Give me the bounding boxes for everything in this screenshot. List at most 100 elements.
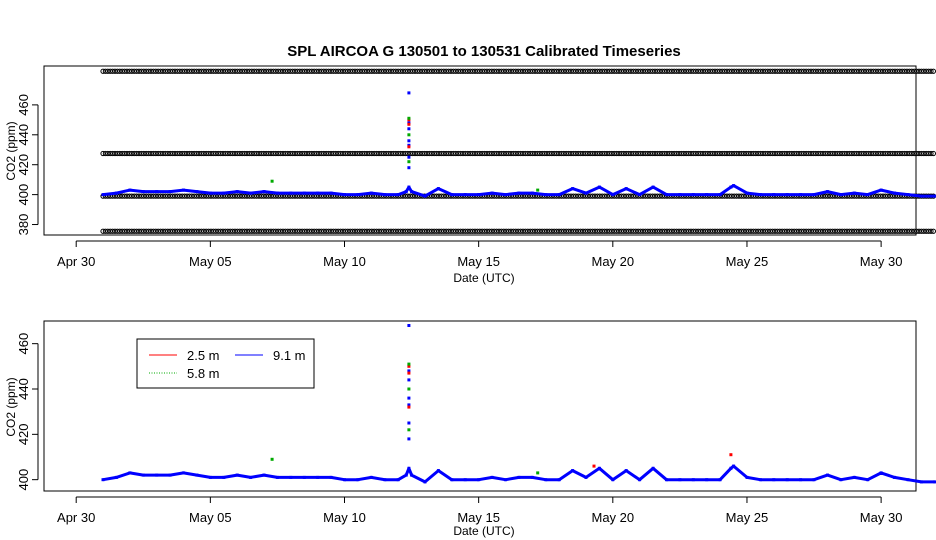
- reference-point: [837, 228, 843, 234]
- reference-point: [568, 68, 574, 74]
- bottom-data-point: [772, 478, 776, 482]
- reference-point: [654, 228, 661, 234]
- reference-point: [491, 68, 497, 74]
- reference-point: [525, 228, 531, 234]
- reference-point: [460, 68, 466, 74]
- reference-point: [383, 228, 389, 234]
- reference-point: [479, 68, 485, 74]
- reference-point: [422, 228, 428, 234]
- bottom-data-point: [369, 475, 373, 479]
- reference-point: [342, 68, 348, 74]
- reference-point: [590, 68, 596, 74]
- reference-point: [789, 228, 795, 234]
- reference-point: [393, 68, 399, 74]
- reference-point: [846, 150, 853, 157]
- reference-point: [153, 68, 159, 74]
- reference-point: [114, 228, 121, 234]
- reference-point: [172, 193, 178, 199]
- reference-point: [810, 150, 817, 157]
- reference-point: [606, 150, 613, 157]
- reference-point: [153, 228, 159, 234]
- reference-point: [774, 228, 781, 234]
- reference-point: [438, 68, 444, 74]
- reference-point: [544, 150, 550, 157]
- reference-point: [100, 150, 106, 157]
- bottom-plot-content: [101, 324, 936, 484]
- reference-point: [878, 150, 884, 157]
- reference-point: [628, 193, 634, 199]
- reference-point: [340, 228, 346, 234]
- reference-point: [282, 228, 288, 234]
- bottom-data-point: [410, 473, 414, 477]
- reference-point: [748, 150, 754, 157]
- reference-point: [690, 68, 697, 74]
- reference-point: [225, 150, 231, 157]
- reference-point: [782, 228, 788, 234]
- top-x-tick-label: May 10: [323, 254, 366, 269]
- reference-point: [494, 228, 500, 234]
- reference-point: [198, 68, 204, 74]
- reference-point: [825, 68, 831, 74]
- reference-point: [321, 150, 327, 157]
- reference-point: [786, 228, 793, 234]
- reference-point: [592, 68, 598, 74]
- bottom-data-point: [732, 464, 736, 468]
- top-reference-level-0: [100, 228, 936, 234]
- reference-point: [191, 193, 197, 199]
- reference-point: [443, 193, 449, 199]
- reference-point: [489, 228, 495, 234]
- reference-point: [354, 228, 360, 234]
- reference-point: [904, 150, 910, 157]
- reference-point: [738, 193, 745, 199]
- reference-point: [503, 68, 509, 74]
- reference-point: [326, 150, 332, 157]
- reference-point: [578, 193, 584, 199]
- bottom-data-point: [275, 475, 279, 479]
- reference-point: [647, 68, 653, 74]
- reference-point: [438, 228, 444, 234]
- reference-point: [508, 228, 514, 234]
- reference-point: [702, 150, 709, 157]
- reference-point: [926, 150, 932, 157]
- reference-point: [323, 228, 329, 234]
- reference-point: [172, 150, 178, 157]
- reference-point: [462, 228, 468, 234]
- reference-point: [150, 228, 156, 234]
- reference-point: [256, 150, 262, 157]
- reference-point: [426, 150, 432, 157]
- reference-point: [227, 228, 233, 234]
- reference-point: [690, 228, 697, 234]
- reference-point: [230, 68, 236, 74]
- legend-box: [136, 338, 315, 389]
- reference-point: [815, 68, 821, 74]
- reference-point: [659, 150, 665, 157]
- reference-point: [489, 68, 495, 74]
- bottom-data-point: [423, 480, 427, 484]
- reference-point: [208, 68, 214, 74]
- top-data-point: [155, 190, 159, 194]
- top-data-point: [195, 190, 199, 194]
- reference-point: [167, 150, 173, 157]
- reference-point: [880, 68, 886, 74]
- reference-point: [242, 150, 248, 157]
- bottom-data-point: [208, 475, 212, 479]
- bottom-data-point: [557, 478, 561, 482]
- bottom-data-point: [785, 478, 789, 482]
- reference-point: [419, 68, 425, 74]
- reference-point: [642, 193, 649, 199]
- top-data-point: [919, 194, 923, 198]
- reference-point: [695, 228, 701, 234]
- reference-point: [446, 228, 452, 234]
- reference-point: [398, 150, 404, 157]
- reference-point: [666, 228, 673, 234]
- reference-point: [801, 228, 807, 234]
- reference-point: [234, 150, 240, 157]
- reference-point: [491, 228, 497, 234]
- reference-point: [182, 150, 188, 157]
- reference-point: [472, 68, 478, 74]
- reference-point: [434, 193, 440, 199]
- bottom-data-point: [866, 478, 870, 482]
- reference-point: [347, 68, 353, 74]
- reference-point: [762, 68, 769, 74]
- reference-point: [362, 228, 368, 234]
